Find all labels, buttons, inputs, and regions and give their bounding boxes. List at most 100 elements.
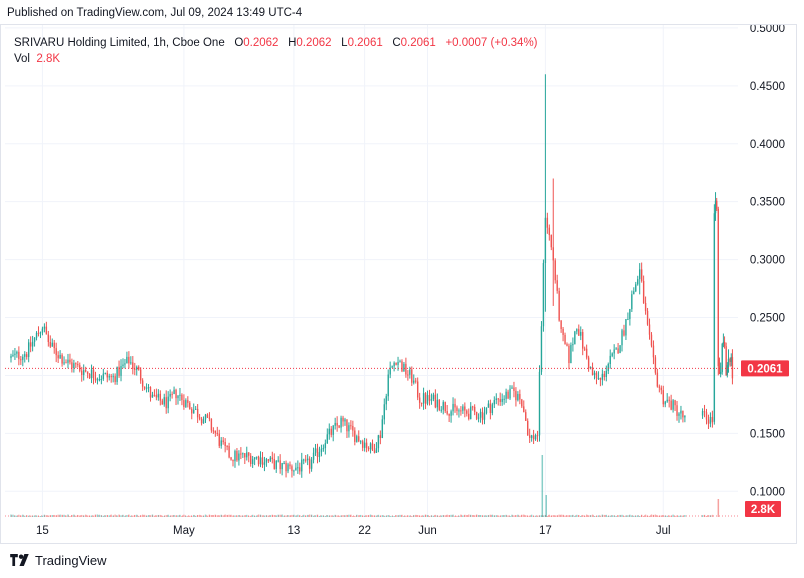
candle-body — [662, 390, 664, 405]
candle-body — [77, 364, 79, 366]
candle-body — [94, 377, 97, 381]
candle-body — [177, 395, 179, 399]
candle-body — [151, 394, 154, 398]
volume-bar — [161, 515, 163, 517]
candle-body — [18, 351, 20, 360]
volume-bar — [387, 515, 389, 517]
candle-body — [619, 345, 621, 353]
candle-body — [10, 355, 12, 359]
candle-body — [342, 417, 344, 422]
volume-bar — [96, 514, 99, 517]
candle-body — [566, 344, 568, 346]
candle-body — [638, 269, 641, 280]
volume-bar — [684, 515, 686, 517]
volume-bar — [371, 515, 374, 517]
volume-bar — [472, 515, 474, 517]
volume-bar — [365, 515, 368, 517]
candle-body — [251, 459, 254, 465]
candle-body — [440, 409, 442, 411]
candle-body — [718, 366, 721, 374]
volume-bar — [662, 515, 664, 517]
volume-bar — [228, 514, 230, 517]
candle-body — [249, 455, 252, 465]
chart-frame[interactable]: 0.5000 0.4500 0.4000 0.3500 0.3000 0.2500 0.15… — [0, 24, 797, 544]
volume-bar — [39, 515, 42, 517]
candle-body — [470, 406, 472, 419]
candle-body — [216, 432, 218, 434]
volume-bar — [24, 515, 26, 517]
volume-bar — [249, 515, 252, 517]
volume-bar — [84, 514, 87, 517]
volume-bar — [405, 515, 407, 517]
candle-body — [149, 387, 152, 398]
candle-body — [375, 448, 378, 453]
volume-bar — [593, 515, 596, 517]
volume-bar — [279, 514, 281, 517]
tradingview-logo-icon — [10, 554, 29, 566]
candle-body — [609, 355, 611, 365]
candle-body — [336, 422, 338, 426]
candle-body — [607, 364, 609, 371]
volume-bar — [456, 515, 458, 517]
candle-body — [658, 386, 661, 388]
volume-bar — [90, 515, 93, 517]
candle-body — [20, 359, 22, 361]
volume-bar — [633, 515, 635, 517]
volume-bar — [599, 515, 602, 517]
volume-bar — [257, 514, 260, 517]
published-caption: Published on TradingView.com, Jul 09, 20… — [7, 7, 303, 19]
candle-body — [267, 459, 270, 461]
candle-body — [483, 413, 486, 420]
candle-body — [730, 357, 732, 362]
candle-body — [513, 387, 515, 391]
volume-bar — [582, 514, 584, 517]
candle-body — [297, 467, 299, 469]
candle-body — [352, 425, 354, 431]
candle-body — [67, 359, 69, 363]
candle-body — [403, 363, 405, 372]
volume-bar — [597, 515, 600, 517]
volume-bar — [193, 514, 195, 517]
tradingview-brand[interactable]: TradingView — [10, 552, 107, 568]
volume-bar — [428, 515, 431, 517]
volume-bar — [519, 515, 521, 517]
volume-bar — [411, 515, 413, 517]
candle-body — [185, 400, 187, 407]
candle-body — [191, 409, 193, 414]
volume-bar — [409, 515, 411, 517]
volume-bar — [251, 514, 254, 517]
volume-bar — [200, 515, 203, 517]
last-price-label: 0.2061 — [747, 363, 783, 375]
volume-bar — [540, 515, 543, 517]
candle-body — [420, 402, 423, 404]
volume-bar — [452, 514, 454, 517]
volume-bar — [576, 514, 578, 517]
volume-bar — [79, 515, 81, 517]
price-chart[interactable]: 0.5000 0.4500 0.4000 0.3500 0.3000 0.2500 0.15… — [1, 25, 796, 543]
volume-bar — [255, 515, 258, 517]
legend-low-label: L — [341, 37, 348, 49]
volume-bar — [314, 515, 317, 517]
volume-bar — [102, 515, 105, 517]
volume-bar — [153, 515, 156, 517]
candle-body — [656, 372, 659, 387]
candle-body — [434, 394, 437, 408]
volume-bar — [114, 514, 116, 517]
candle-body — [585, 348, 588, 358]
volume-bar — [489, 514, 492, 517]
volume-bar — [120, 515, 122, 517]
volume-bar — [12, 514, 14, 517]
volume-bar — [650, 514, 653, 517]
candle-body — [73, 363, 75, 369]
candle-body — [448, 413, 450, 416]
volume-bar — [717, 499, 720, 517]
volume-bar — [395, 515, 397, 517]
candle-body — [147, 387, 150, 389]
candle-body — [206, 414, 209, 418]
candle-body — [334, 422, 336, 426]
legend-volume-row: Vol 2.8K — [14, 51, 538, 67]
candle-body — [175, 389, 177, 399]
volume-bar — [627, 515, 629, 517]
volume-bar — [420, 515, 423, 517]
volume-bar — [668, 515, 670, 517]
